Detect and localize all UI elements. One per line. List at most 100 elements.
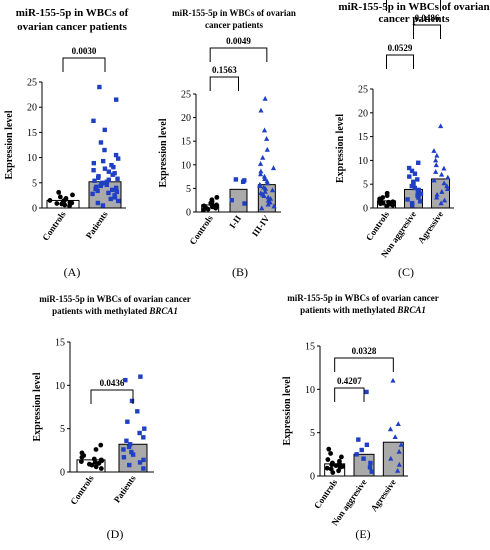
data-point xyxy=(214,202,219,208)
data-point xyxy=(233,177,239,182)
data-point xyxy=(258,190,264,196)
data-point xyxy=(121,447,126,452)
data-point xyxy=(261,184,267,190)
data-point xyxy=(113,97,119,102)
data-point xyxy=(94,184,99,190)
data-point xyxy=(264,136,270,141)
chart-title-line: patients with methylated BRCA1 xyxy=(300,305,426,315)
y-tick-label: 15 xyxy=(55,338,65,349)
data-point xyxy=(340,464,346,469)
x-tick-label: Patients xyxy=(84,209,110,241)
significance-bracket xyxy=(209,76,239,91)
data-point xyxy=(63,196,69,201)
data-point xyxy=(130,452,136,457)
y-tick-label: 20 xyxy=(181,113,191,124)
y-axis-label: Expression level xyxy=(32,372,43,441)
chart-title-line: patients with methylated BRCA1 xyxy=(52,306,178,316)
y-axis-label: Expression level xyxy=(335,114,346,183)
data-point xyxy=(110,187,115,193)
data-point xyxy=(434,191,440,197)
data-point xyxy=(406,165,412,171)
data-point xyxy=(418,199,423,204)
data-point xyxy=(115,176,120,181)
data-point xyxy=(141,466,146,471)
data-point xyxy=(54,201,60,206)
x-tick-label: Controls xyxy=(187,213,215,246)
data-point xyxy=(242,201,247,206)
data-point xyxy=(434,152,440,158)
data-point xyxy=(141,457,146,463)
data-point xyxy=(356,437,361,442)
data-point xyxy=(100,203,106,208)
y-tick-label: 15 xyxy=(181,137,191,148)
y-tick-label: 15 xyxy=(27,128,37,139)
data-point xyxy=(98,140,104,145)
data-point xyxy=(380,195,386,200)
data-point xyxy=(102,166,108,171)
data-point xyxy=(262,95,268,101)
data-point xyxy=(416,160,421,165)
p-value-label: 0.0486 xyxy=(415,13,440,23)
data-point xyxy=(78,459,84,464)
data-point xyxy=(97,84,102,90)
data-point xyxy=(386,199,391,205)
data-point xyxy=(123,377,128,383)
data-point xyxy=(229,198,234,203)
data-point xyxy=(438,200,444,206)
data-point xyxy=(127,462,132,468)
data-point xyxy=(138,374,143,379)
p-value-label: 0.0436 xyxy=(100,378,125,388)
data-point xyxy=(271,203,277,209)
panel-label: (E) xyxy=(355,527,370,541)
y-tick-label: 25 xyxy=(27,78,37,89)
data-point xyxy=(412,171,418,176)
data-point xyxy=(67,200,73,205)
data-point xyxy=(129,398,135,404)
data-point xyxy=(112,193,117,198)
data-point xyxy=(104,182,109,188)
data-point xyxy=(415,193,420,198)
significance-bracket xyxy=(386,0,441,11)
chart-panel-d: miR-155-5p in WBCs of ovarian cancer pati… xyxy=(32,294,191,541)
data-point xyxy=(361,456,366,461)
data-point xyxy=(92,178,97,183)
data-point xyxy=(106,177,111,182)
p-value-label: 0.0328 xyxy=(352,346,377,356)
data-point xyxy=(142,426,147,431)
y-tick-label: 10 xyxy=(27,153,37,164)
p-value-label: 0.0529 xyxy=(388,43,413,53)
data-point xyxy=(57,194,63,200)
data-point xyxy=(409,201,415,206)
data-point xyxy=(433,157,439,163)
chart-title-line: miR-155-5p in WBCs of xyxy=(16,7,129,19)
y-tick-label: 5 xyxy=(186,184,191,195)
data-point xyxy=(441,165,447,171)
x-tick-label: Agressive xyxy=(369,477,398,513)
data-point xyxy=(398,442,404,447)
data-point xyxy=(260,154,266,160)
data-point xyxy=(257,171,264,177)
data-point xyxy=(93,447,99,452)
panel-label: (B) xyxy=(232,265,248,279)
data-point xyxy=(390,377,396,383)
data-point xyxy=(106,190,111,196)
data-point xyxy=(368,460,373,466)
y-tick-label: 15 xyxy=(358,132,368,143)
data-point xyxy=(98,466,104,471)
data-point xyxy=(270,165,277,171)
data-point xyxy=(96,174,101,179)
y-tick-label: 10 xyxy=(305,385,315,396)
y-tick-label: 5 xyxy=(363,180,368,191)
chart-title-line: ovarian cancer patients xyxy=(17,21,128,33)
data-point xyxy=(416,187,421,193)
p-value-label: 0.0030 xyxy=(72,46,97,56)
data-point xyxy=(354,452,359,457)
data-point xyxy=(98,457,104,463)
data-point xyxy=(412,185,418,191)
data-point xyxy=(439,189,445,194)
data-point xyxy=(390,199,396,205)
x-tick-label: Controls xyxy=(312,477,340,510)
data-point xyxy=(135,409,140,414)
data-point xyxy=(86,461,92,467)
